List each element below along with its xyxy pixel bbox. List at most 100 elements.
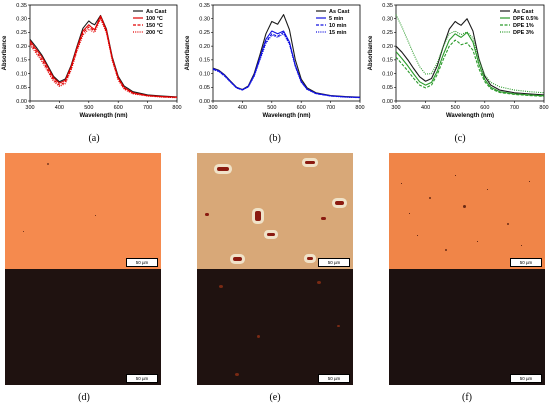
glow <box>317 281 321 284</box>
plot-frame <box>29 4 178 102</box>
speck <box>463 205 466 208</box>
domain <box>335 201 344 205</box>
speck <box>47 163 49 165</box>
glow <box>235 373 239 376</box>
legend-label: 100 °C <box>146 16 163 22</box>
series-line-4 <box>395 14 545 94</box>
legend-label: 150 °C <box>146 23 163 29</box>
domain <box>307 257 313 260</box>
speck <box>477 241 478 242</box>
series-line-1 <box>29 14 178 98</box>
series-line-3 <box>395 39 545 97</box>
y-tick-label: 0.10 <box>16 71 27 77</box>
scale-bar: 50 µm <box>126 258 158 267</box>
legend-label: DPE 3% <box>513 30 534 36</box>
x-tick-label: 700 <box>143 105 152 111</box>
y-tick-label: 0.35 <box>199 3 210 9</box>
y-axis-label: Absorbance <box>185 35 191 70</box>
x-tick-label: 700 <box>326 105 335 111</box>
domain <box>267 233 275 236</box>
glow <box>257 335 260 338</box>
scale-bar: 50 µm <box>510 374 542 383</box>
y-tick-label: 0.30 <box>382 17 393 23</box>
series-line-2 <box>212 30 361 98</box>
series-line-3 <box>29 16 178 98</box>
scale-bar: 50 µm <box>126 374 158 383</box>
series-line-4 <box>29 18 178 99</box>
x-tick-label: 300 <box>391 105 400 111</box>
speck <box>417 235 418 236</box>
x-tick-label: 500 <box>267 105 276 111</box>
x-tick-label: 400 <box>421 105 430 111</box>
scale-bar: 50 µm <box>318 258 350 267</box>
x-tick-label: 500 <box>451 105 460 111</box>
absorbance-chart-c: 300 400 500 600 700 800 0.00 0.05 0.10 0.15 0.20 0.… <box>368 3 549 118</box>
y-tick-label: 0.05 <box>16 85 27 91</box>
y-tick-label: 0.35 <box>382 3 393 9</box>
y-tick-label: 0.00 <box>16 99 27 105</box>
x-tick-label: 500 <box>84 105 93 111</box>
domain <box>321 217 326 220</box>
speck <box>409 213 410 214</box>
domain <box>217 167 229 171</box>
y-axis-label: Absorbance <box>368 35 374 70</box>
y-tick-label: 0.30 <box>199 17 210 23</box>
y-tick-label: 0.05 <box>382 85 393 91</box>
y-axis-label: Absorbance <box>2 35 8 70</box>
micrograph-e-dark-field: 50 µm <box>197 269 353 385</box>
panel-label-b: (b) <box>269 133 281 144</box>
x-tick-label: 400 <box>238 105 247 111</box>
speck <box>521 245 522 246</box>
plot-frame <box>395 4 545 102</box>
panel-label-c: (c) <box>454 133 466 144</box>
x-axis-label: Wavelength (nm) <box>446 113 494 118</box>
absorbance-chart-a: 300 400 500 600 700 800 0.00 0.05 0.10 0.15 0.20 0.… <box>2 3 182 118</box>
x-tick-label: 600 <box>114 105 123 111</box>
series-line-2 <box>395 31 545 97</box>
plot-frame <box>212 4 361 102</box>
y-tick-label: 0.35 <box>16 3 27 9</box>
y-tick-label: 0.00 <box>199 99 210 105</box>
legend-label: As Cast <box>513 9 534 15</box>
y-tick-label: 0.20 <box>199 44 210 50</box>
x-tick-label: 800 <box>539 105 548 111</box>
x-axis-label: Wavelength (nm) <box>79 113 127 118</box>
glow <box>337 325 340 327</box>
y-tick-label: 0.00 <box>382 99 393 105</box>
y-tick-label: 0.15 <box>16 58 27 64</box>
micrograph-d-bright-field: 50 µm <box>5 153 161 269</box>
micrograph-f-dark-field: 50 µm <box>389 269 545 385</box>
x-tick-label: 600 <box>297 105 306 111</box>
scale-bar: 50 µm <box>318 374 350 383</box>
legend-label: 200 °C <box>146 30 163 36</box>
y-tick-label: 0.15 <box>199 58 210 64</box>
micrograph-d-dark-field: 50 µm <box>5 269 161 385</box>
speck <box>529 181 530 182</box>
x-axis-label: Wavelength (nm) <box>262 113 310 118</box>
legend-label: DPE 0.5% <box>513 16 538 22</box>
y-tick-label: 0.30 <box>16 17 27 23</box>
x-tick-label: 600 <box>480 105 489 111</box>
y-tick-label: 0.15 <box>382 58 393 64</box>
domain <box>233 257 242 261</box>
x-tick-label: 400 <box>55 105 64 111</box>
panel-label-e: (e) <box>269 392 281 403</box>
absorbance-chart-b: 300 400 500 600 700 800 0.00 0.05 0.10 0.15 0.20 0.… <box>185 3 365 118</box>
legend-label: 15 min <box>329 30 347 36</box>
domain <box>305 161 315 164</box>
glow <box>219 285 223 288</box>
legend-label: 10 min <box>329 23 347 29</box>
speck <box>429 197 431 199</box>
panel-label-f: (f) <box>462 392 472 403</box>
scale-bar: 50 µm <box>510 258 542 267</box>
series-line-3 <box>212 31 361 98</box>
legend-label: As Cast <box>146 9 167 15</box>
speck <box>507 223 509 225</box>
series-line-4 <box>212 33 361 99</box>
panel-label-a: (a) <box>88 133 100 144</box>
x-tick-label: 300 <box>208 105 217 111</box>
y-tick-label: 0.25 <box>382 30 393 36</box>
y-tick-label: 0.10 <box>199 71 210 77</box>
series-line-1 <box>395 18 545 96</box>
y-tick-label: 0.20 <box>16 44 27 50</box>
